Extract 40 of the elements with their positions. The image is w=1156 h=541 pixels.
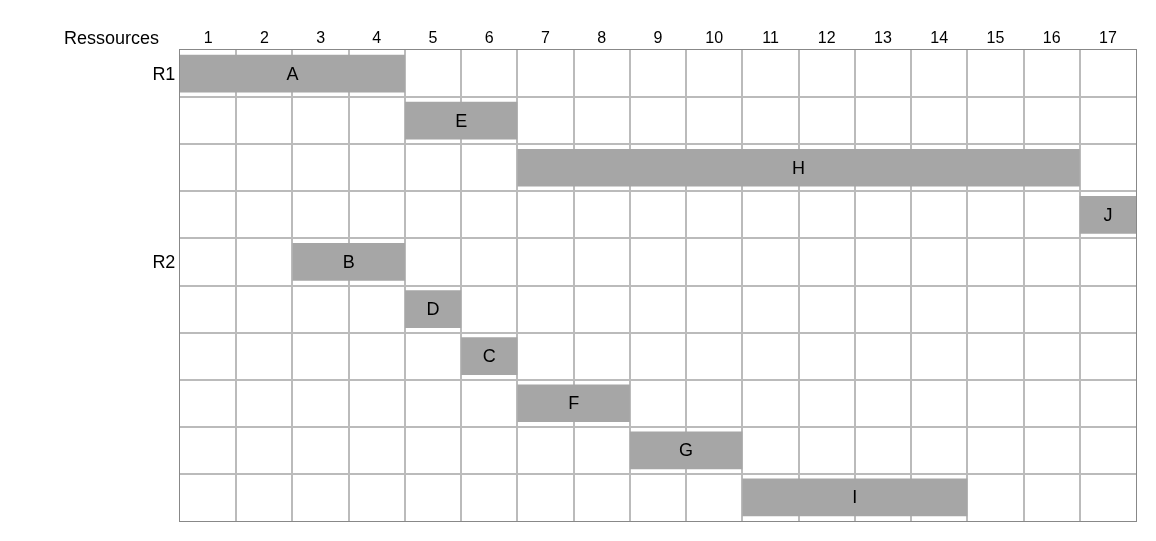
data-label: F xyxy=(568,393,580,414)
bar xyxy=(742,478,968,517)
data-label: E xyxy=(455,110,468,131)
y-tick-label: R2 xyxy=(152,252,176,273)
x-tick-label: 17 xyxy=(1098,28,1117,46)
bar xyxy=(292,243,405,281)
x-tick-label: 2 xyxy=(259,28,269,46)
bar xyxy=(517,148,1080,187)
data-label: B xyxy=(342,251,355,272)
x-tick-label: 16 xyxy=(1042,28,1061,46)
x-tick-label: 9 xyxy=(653,28,663,46)
bar xyxy=(517,384,630,423)
x-tick-label: 4 xyxy=(372,28,382,46)
data-label: G xyxy=(679,440,694,461)
x-tick-label: 14 xyxy=(930,28,949,46)
y-tick-label: R1 xyxy=(152,63,176,84)
bar xyxy=(404,290,462,328)
data-label: C xyxy=(482,346,496,367)
x-tick-label: 5 xyxy=(428,28,438,46)
x-tick-label: 7 xyxy=(541,28,551,46)
data-label: H xyxy=(792,157,806,178)
bar xyxy=(1079,196,1136,234)
x-tick-label: 12 xyxy=(817,28,836,46)
x-tick-label: 1 xyxy=(203,28,213,46)
bar xyxy=(180,54,405,93)
data-label: I xyxy=(852,487,858,508)
x-tick-label: 13 xyxy=(874,28,892,46)
bar xyxy=(461,337,518,375)
data-label: J xyxy=(1103,204,1113,225)
y-axis-title: Ressources xyxy=(64,28,160,48)
data-label: D xyxy=(426,299,440,320)
bar xyxy=(404,101,518,140)
data-label: A xyxy=(286,63,299,84)
x-tick-label: 8 xyxy=(597,28,607,46)
x-tick-label: 15 xyxy=(986,28,1005,46)
x-tick-label: 6 xyxy=(484,28,494,46)
bar xyxy=(629,431,743,470)
x-tick-label: 11 xyxy=(762,28,779,46)
x-tick-label: 3 xyxy=(316,28,326,46)
x-tick-label: 10 xyxy=(705,28,724,46)
